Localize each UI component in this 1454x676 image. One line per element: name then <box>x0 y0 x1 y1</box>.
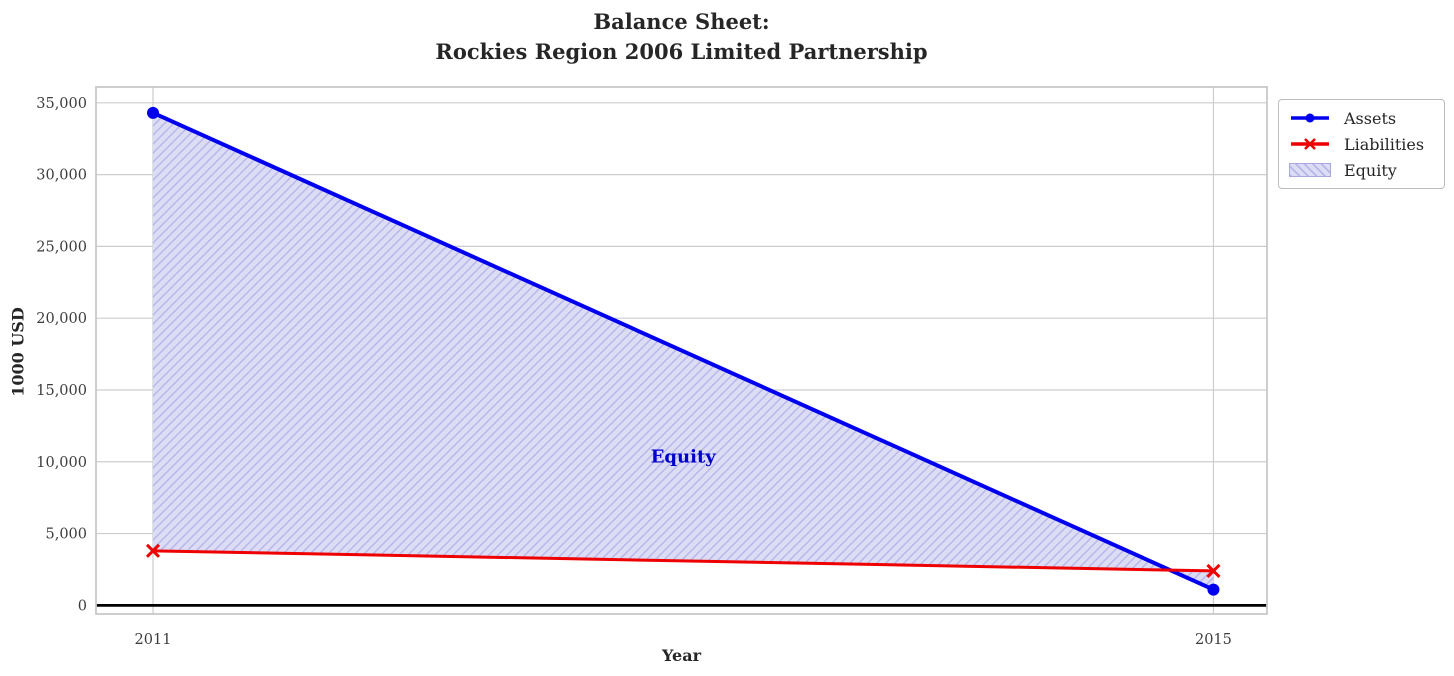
x-tick-label: 2015 <box>1195 632 1232 648</box>
legend-label-liabilities: Liabilities <box>1344 134 1425 154</box>
data-point-assets <box>1207 583 1220 596</box>
y-tick-label: 25,000 <box>36 239 87 255</box>
assets-line-icon <box>1291 113 1329 123</box>
legend-item-equity: Equity <box>1289 157 1434 183</box>
y-tick-label: 15,000 <box>36 383 87 399</box>
data-point-assets <box>146 106 159 119</box>
legend-item-liabilities: Liabilities <box>1289 131 1434 157</box>
plot-border <box>95 86 1268 615</box>
data-point-liabilities <box>1206 563 1221 578</box>
y-tick-label: 30,000 <box>36 168 87 184</box>
y-tick-label: 10,000 <box>36 455 87 471</box>
y-tick-label: 20,000 <box>36 311 87 327</box>
series-line-liabilities <box>152 549 1214 573</box>
y-tick-label: 35,000 <box>36 96 87 112</box>
series-line-assets <box>152 111 1215 592</box>
x-tick-label: 2011 <box>135 632 172 648</box>
equity-annotation: Equity <box>650 446 716 468</box>
y-tick-label: 0 <box>78 598 87 614</box>
data-point-liabilities <box>145 543 161 558</box>
y-tick-label: 5,000 <box>45 527 87 543</box>
legend: Assets Liabilities Equity <box>1278 99 1445 189</box>
legend-label-assets: Assets <box>1344 108 1397 128</box>
legend-item-assets: Assets <box>1289 105 1434 131</box>
x-axis-label: Year <box>661 646 701 665</box>
legend-label-equity: Equity <box>1344 160 1397 180</box>
equity-patch-icon <box>1289 163 1331 177</box>
chart-title: Balance Sheet: Rockies Region 2006 Limit… <box>435 9 928 64</box>
liabilities-line-icon <box>1291 138 1329 150</box>
